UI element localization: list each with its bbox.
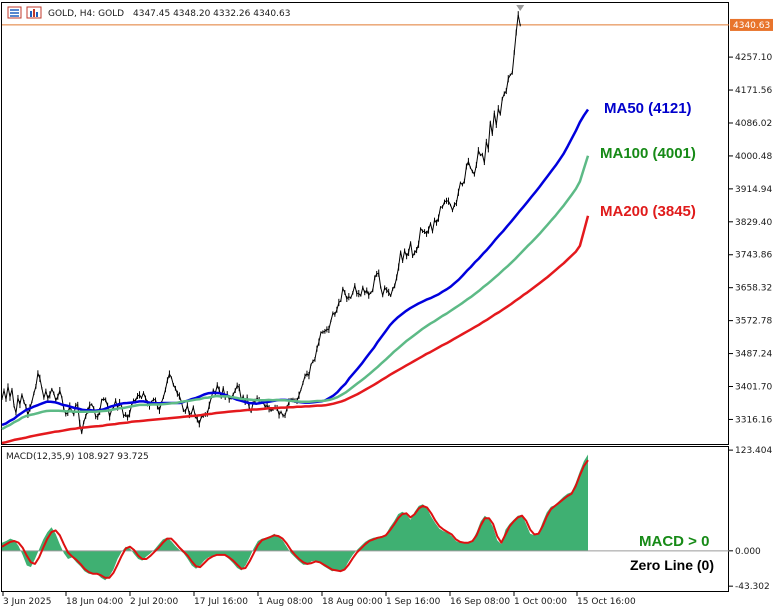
time-tick-label: 18 Aug 00:00	[322, 597, 383, 607]
time-axis: 3 Jun 2025 18 Jun 04:00 2 Jul 20:00 17 Jul …	[2, 592, 636, 607]
price-panel-frame	[1, 2, 729, 445]
price-tick-label: 3658.32	[735, 284, 772, 294]
macd-positive-annotation: MACD > 0	[639, 533, 709, 550]
price-tick-label: 3401.70	[735, 383, 772, 393]
macd-histogram-area	[2, 454, 588, 581]
macd-plot	[1, 454, 729, 581]
time-tick-label: 2 Jul 20:00	[130, 597, 179, 607]
time-tick-label: 17 Jul 16:00	[194, 597, 248, 607]
price-tick-label: 3829.40	[735, 218, 772, 228]
price-tick-label: 3914.94	[735, 185, 772, 195]
macd-panel-frame	[1, 446, 729, 592]
macd-tick-label: 0.000	[735, 547, 761, 557]
macd-signal-line	[1, 459, 589, 579]
time-tick-label: 3 Jun 2025	[3, 597, 51, 607]
zero-line-annotation: Zero Line (0)	[630, 557, 714, 573]
time-tick-label: 1 Aug 08:00	[258, 597, 313, 607]
window-list-icon[interactable]	[7, 6, 22, 19]
macd-tick-label: 123.404	[735, 446, 772, 456]
current-price-tag	[730, 18, 773, 31]
time-tick-label: 1 Sep 16:00	[386, 597, 441, 607]
macd-axis: 123.404 0.000 -43.302	[729, 446, 772, 592]
time-tick-label: 1 Oct 00:00	[514, 597, 567, 607]
last-bar-marker	[516, 5, 525, 11]
time-tick-label: 15 Oct 16:00	[577, 597, 636, 607]
macd-tick-label: -43.302	[735, 582, 770, 592]
ma200-annotation: MA200 (3845)	[600, 203, 696, 220]
ma-line-100	[1, 155, 590, 431]
time-tick-label: 16 Sep 08:00	[450, 597, 510, 607]
price-axis: 4257.10 4171.56 4086.02 4000.48 3914.94 3829.…	[729, 18, 773, 425]
price-plot	[1, 5, 729, 445]
symbol-label: GOLD, H4: GOLD	[48, 9, 124, 19]
current-price-label: 4340.63	[733, 21, 770, 31]
chart-bars-icon[interactable]	[26, 6, 42, 19]
ma-line-50	[1, 108, 590, 427]
ohlc-readout: 4347.45 4348.20 4332.26 4340.63	[133, 9, 290, 19]
time-tick-label: 18 Jun 04:00	[66, 597, 123, 607]
ma50-annotation: MA50 (4121)	[604, 100, 692, 117]
price-tick-label: 4086.02	[735, 119, 772, 129]
price-tick-label: 4257.10	[735, 53, 772, 63]
price-series-line	[1, 14, 521, 434]
price-tick-label: 3487.24	[735, 350, 772, 360]
price-tick-label: 3743.86	[735, 251, 772, 261]
price-tick-label: 4171.56	[735, 86, 772, 96]
price-tick-label: 3316.16	[735, 415, 772, 425]
macd-title: MACD(12,35,9) 108.927 93.725	[6, 452, 149, 462]
price-tick-label: 4000.48	[735, 152, 772, 162]
price-tick-label: 3572.78	[735, 317, 772, 327]
ma100-annotation: MA100 (4001)	[600, 145, 696, 162]
ma-line-200	[1, 215, 590, 445]
